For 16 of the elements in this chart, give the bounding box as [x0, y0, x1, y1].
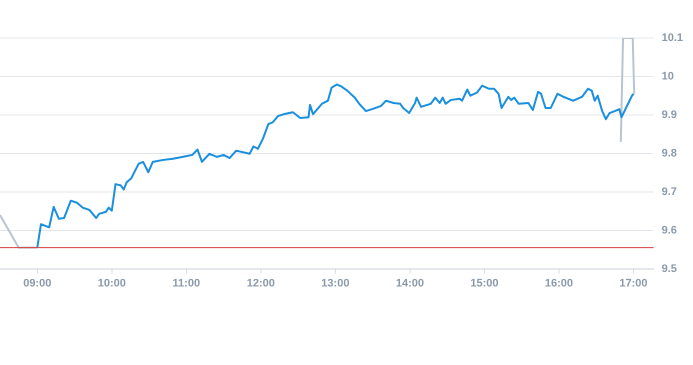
y-tick-label: 9.9: [662, 108, 677, 121]
y-tick-label: 9.6: [662, 224, 677, 236]
x-tick-label: 14:00: [396, 277, 424, 290]
x-tick-label: 09:00: [23, 277, 52, 290]
x-tick-label: 16:00: [544, 277, 574, 290]
x-tick-label: 10:00: [98, 277, 126, 290]
y-tick-label: 9.8: [662, 147, 677, 160]
y-tick-label: 9.7: [662, 186, 677, 198]
y-tick-label: 9.5: [662, 262, 677, 275]
x-tick-label: 17:00: [619, 277, 648, 290]
x-tick-label: 12:00: [246, 277, 275, 290]
x-tick-label: 11:00: [172, 277, 200, 290]
x-tick-label: 15:00: [470, 277, 498, 290]
x-tick-label: 13:00: [321, 277, 350, 290]
y-tick-label: 10.1: [662, 32, 684, 44]
y-tick-label: 10: [662, 70, 674, 82]
